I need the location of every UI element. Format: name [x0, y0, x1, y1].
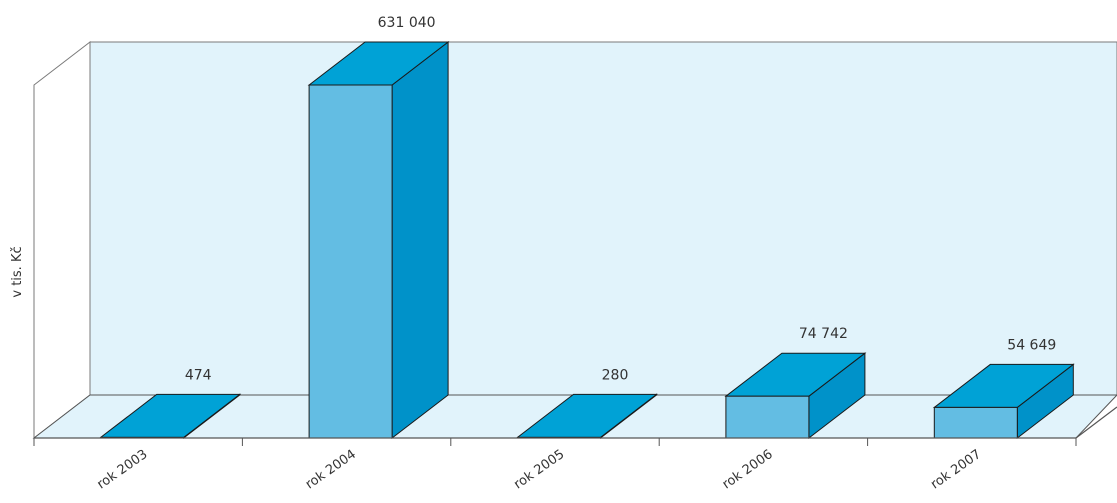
- x-tick-label: rok 2004: [303, 447, 359, 492]
- x-axis-depth-line: [1075, 406, 1117, 439]
- x-tick-label: rok 2007: [928, 447, 984, 492]
- bar-2: [307, 40, 450, 440]
- bar-front: [308, 84, 393, 439]
- side-wall: [33, 40, 91, 440]
- back-wall: [89, 41, 1117, 396]
- x-tick-label: rok 2003: [95, 447, 151, 492]
- bar-side: [391, 40, 449, 440]
- value-label: 280: [602, 367, 629, 383]
- bars-group: [99, 40, 1075, 440]
- y-axis-label: v tis. Kč: [10, 246, 25, 297]
- bar-front: [933, 406, 1018, 439]
- x-tick-label: rok 2006: [720, 447, 776, 492]
- bar-4: [724, 352, 867, 440]
- bar-front: [725, 395, 810, 439]
- x-tick-labels: rok 2003 rok 2004 rok 2005 rok 2006 rok 2007: [95, 447, 985, 492]
- value-labels: 474 631 040 280 74 742 54 649: [185, 15, 1056, 383]
- x-tick-label: rok 2005: [511, 447, 567, 492]
- value-label: 631 040: [378, 15, 436, 31]
- value-label: 74 742: [799, 326, 848, 342]
- x-axis: [33, 406, 1117, 446]
- value-label: 54 649: [1007, 337, 1056, 353]
- value-label: 474: [185, 367, 212, 383]
- bar-5: [932, 363, 1075, 440]
